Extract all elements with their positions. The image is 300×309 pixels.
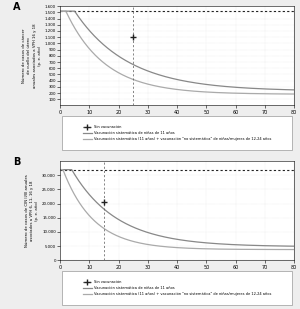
X-axis label: Años posteriores a la introducción de la vacuna tetravalente frente al VPH: Años posteriores a la introducción de la… (96, 272, 258, 276)
Legend: Sin vacunación, Vacunación sistemática de niñas de 11 años, Vacunación sistemáti: Sin vacunación, Vacunación sistemática d… (82, 124, 272, 142)
Legend: Sin vacunación, Vacunación sistemática de niñas de 11 años, Vacunación sistemáti: Sin vacunación, Vacunación sistemática d… (82, 279, 272, 298)
Text: B: B (13, 157, 21, 167)
Y-axis label: Número de casos de cáncer
de cuello del útero
anuales asociados a VPH 16 y 18
(p: Número de casos de cáncer de cuello del … (22, 23, 42, 88)
Text: A: A (13, 2, 21, 12)
X-axis label: Años posteriores a la introducción de la vacuna tetravalente frente al VPH: Años posteriores a la introducción de la… (96, 117, 258, 121)
FancyBboxPatch shape (62, 271, 292, 305)
FancyBboxPatch shape (62, 116, 292, 150)
Y-axis label: Número de casos de CIN II/III anuales
asociados a VPH 6, 11, 16 y 18
(p. e. año): Número de casos de CIN II/III anuales as… (25, 174, 39, 247)
